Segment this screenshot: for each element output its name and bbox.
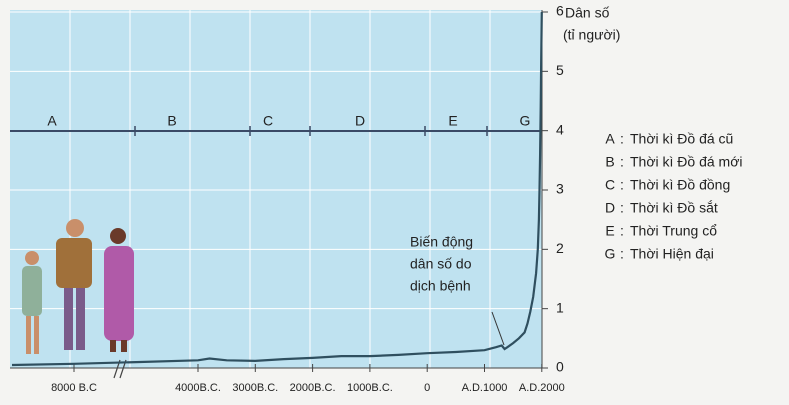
x-tick-label: 4000B.C.: [175, 382, 221, 394]
y-tick-label: 2: [556, 240, 564, 256]
y-tick-label: 3: [556, 181, 564, 197]
x-tick-label: 1000B.C.: [347, 382, 393, 394]
legend-code: A: [605, 131, 615, 147]
legend-code: B: [605, 154, 614, 170]
x-tick-label: 0: [424, 382, 430, 394]
legend-sep: :: [620, 200, 624, 216]
era-boundaries: [134, 126, 488, 136]
legend-name: Thời kì Đồ đá cũ: [630, 131, 733, 147]
annotation: dân số do: [410, 256, 472, 272]
y-tick-label: 5: [556, 62, 564, 78]
series-line: [11, 11, 543, 367]
era-code: D: [355, 113, 365, 129]
era-code: E: [448, 113, 457, 129]
legend-name: Thời Hiện đại: [630, 246, 714, 262]
legend-name: Thời kì Đồ sắt: [630, 200, 718, 216]
era-code: B: [167, 113, 176, 129]
x-tick-label: 2000B.C.: [290, 382, 336, 394]
annotation-arrow: [491, 311, 505, 346]
annotation: Biến động: [410, 234, 473, 250]
x-tick-label: 8000 B.C: [51, 382, 97, 394]
legend-name: Thời kì Đồ đá mới: [630, 154, 743, 170]
legend-code: E: [605, 223, 614, 239]
era-code: G: [520, 113, 531, 129]
legend-sep: :: [620, 177, 624, 193]
annotation: dịch bệnh: [410, 278, 471, 294]
y-tick-label: 4: [556, 121, 564, 137]
legend-sep: :: [620, 154, 624, 170]
legend-code: C: [605, 177, 615, 193]
x-tick-label: A.D.2000: [519, 382, 565, 394]
x-tick-label: 3000B.C.: [232, 382, 278, 394]
y-tick-label: 1: [556, 299, 564, 315]
y-tick-label: 6: [556, 3, 564, 19]
people-illustration: [22, 219, 134, 354]
legend-code: D: [605, 200, 615, 216]
plot-background: [10, 10, 542, 368]
legend-sep: :: [620, 131, 624, 147]
legend-sep: :: [620, 246, 624, 262]
y-axis-label: (tỉ người): [563, 27, 620, 43]
legend-code: G: [605, 246, 616, 262]
era-code: C: [263, 113, 273, 129]
x-tick-label: A.D.1000: [462, 382, 508, 394]
y-axis-label: Dân số: [565, 5, 610, 21]
legend-name: Thời kì Đồ đồng: [630, 177, 730, 193]
vertical-grid: [69, 10, 491, 368]
legend-name: Thời Trung cổ: [630, 223, 717, 239]
legend-sep: :: [620, 223, 624, 239]
era-code: A: [47, 113, 57, 129]
y-tick-label: 0: [556, 359, 564, 375]
